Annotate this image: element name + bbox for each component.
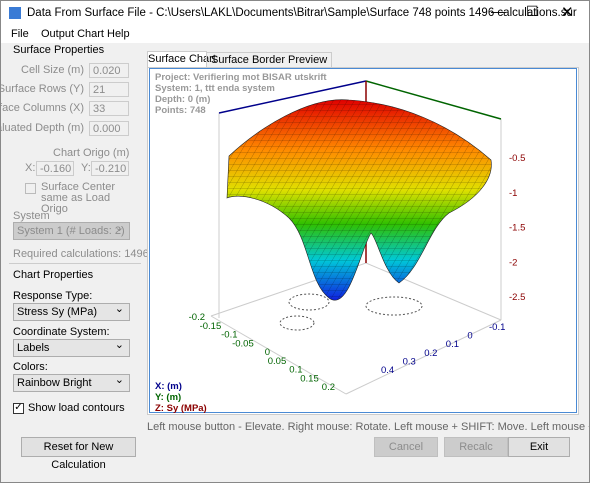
info-line: Project: Verifiering mot BISAR utskrift xyxy=(155,72,327,83)
checkbox-label[interactable]: Show load contours xyxy=(28,402,125,414)
x-tick-label: 0.2 xyxy=(322,382,335,393)
x-input: -0.160 xyxy=(36,161,74,176)
colors-dropdown[interactable]: Rainbow Bright xyxy=(13,372,130,392)
checkbox xyxy=(25,183,36,194)
exit-button[interactable]: Exit xyxy=(508,437,570,457)
field-label: Evaluated Depth (m) xyxy=(1,122,84,134)
y-input: -0.210 xyxy=(91,161,129,176)
coord-dropdown[interactable]: Labels xyxy=(13,337,130,357)
field-input: 33 xyxy=(89,101,129,116)
x-tick-label: 0.1 xyxy=(289,365,302,376)
y-tick-label: -0.1 xyxy=(489,322,505,333)
window-title: Data From Surface File - C:\Users\LAKL\D… xyxy=(27,7,577,19)
z-tick-label: -2.5 xyxy=(509,292,525,303)
x-tick-label: -0.2 xyxy=(189,312,205,323)
system-dropdown: System 1 (# Loads: 2) xyxy=(13,220,130,240)
origo-label: Chart Origo (m) xyxy=(53,147,130,159)
minimize[interactable]: — xyxy=(491,3,505,19)
x-tick-label: 0 xyxy=(265,347,270,358)
y-label: Y: xyxy=(81,162,91,174)
z-tick-label: -1.5 xyxy=(509,223,525,234)
z-tick-label: -0.5 xyxy=(509,153,525,164)
y-axis-line xyxy=(365,80,502,120)
reset-button[interactable]: Reset for New Calculation xyxy=(21,437,136,471)
checkbox-label: Surface Center same as Load Origo xyxy=(41,181,115,215)
x-tick-label: -0.05 xyxy=(232,338,254,349)
legend-y: Y: (m) xyxy=(155,392,181,403)
surface-chart: Project: Verifiering mot BISAR utskrift … xyxy=(149,68,577,413)
z-tick-label: -2 xyxy=(509,257,517,268)
info-line: System: 1, ttt enda system xyxy=(155,83,275,94)
recalc-button: Recalc xyxy=(444,437,508,457)
field-label: Cell Size (m) xyxy=(21,64,84,76)
y-tick-label: 0 xyxy=(467,331,472,342)
x-tick-label: 0.15 xyxy=(300,373,319,384)
checkbox[interactable]: ✓ xyxy=(13,402,24,414)
x-tick-label: 0.05 xyxy=(268,356,287,367)
label: Response Type: xyxy=(13,290,93,302)
plot-border xyxy=(149,68,577,413)
status-text: Left mouse button - Elevate. Right mouse… xyxy=(147,421,589,433)
app-icon xyxy=(9,7,21,19)
group-header: Surface Properties xyxy=(13,44,105,56)
label: Colors: xyxy=(13,361,48,373)
field-input: 0.020 xyxy=(89,63,129,78)
label: Coordinate System: xyxy=(13,326,110,338)
maximize[interactable]: ☐ xyxy=(526,3,539,19)
menu-item[interactable]: Output Chart xyxy=(41,28,104,40)
tab[interactable]: Surface Border Preview xyxy=(206,52,333,68)
y-tick-label: 0.1 xyxy=(446,339,459,350)
menu-item[interactable]: Help xyxy=(107,28,130,40)
field-label: Surface Columns (X) xyxy=(0,102,84,114)
info-line: Points: 748 xyxy=(155,105,206,116)
z-tick-label: -1 xyxy=(509,188,517,199)
title-bar xyxy=(1,1,589,25)
system-label: System xyxy=(13,210,50,222)
x-axis-line xyxy=(218,80,367,114)
y-tick-label: 0.4 xyxy=(381,365,394,376)
response-dropdown[interactable]: Stress Sy (MPa) xyxy=(13,301,130,321)
close[interactable]: ✕ xyxy=(561,4,574,21)
required-text: Required calculations: 1496 xyxy=(13,248,149,260)
info-line: Depth: 0 (m) xyxy=(155,94,210,105)
x-label: X: xyxy=(25,162,36,174)
field-input: 21 xyxy=(89,82,129,97)
y-tick-label: 0.2 xyxy=(424,348,437,359)
y-tick-label: 0.3 xyxy=(403,356,416,367)
legend-x: X: (m) xyxy=(155,381,182,392)
field-label: Surface Rows (Y) xyxy=(0,83,84,95)
cancel-button: Cancel xyxy=(374,437,438,457)
info: Project: Verifiering mot BISAR utskrift … xyxy=(155,72,327,116)
separator xyxy=(9,263,141,264)
surface-mesh xyxy=(227,99,492,301)
x-tick-label: -0.1 xyxy=(221,330,237,341)
group-header: Chart Properties xyxy=(13,269,94,281)
field-input: 0.000 xyxy=(89,121,129,136)
legend-z: Z: Sy (MPa) xyxy=(155,403,207,413)
x-tick-label: -0.15 xyxy=(200,321,222,332)
menu-item[interactable]: File xyxy=(11,28,29,40)
menu-bar xyxy=(1,25,589,43)
tab[interactable]: Surface Chart xyxy=(147,51,216,68)
